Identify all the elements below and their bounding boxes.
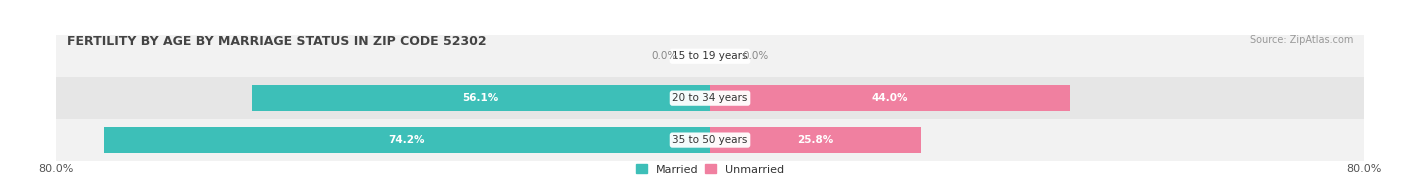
Text: 0.0%: 0.0% — [742, 51, 769, 61]
Legend: Married, Unmarried: Married, Unmarried — [636, 164, 785, 174]
Text: 25.8%: 25.8% — [797, 135, 834, 145]
Text: Source: ZipAtlas.com: Source: ZipAtlas.com — [1250, 35, 1354, 45]
Bar — [56, 77, 1364, 119]
Text: 56.1%: 56.1% — [463, 93, 499, 103]
Text: FERTILITY BY AGE BY MARRIAGE STATUS IN ZIP CODE 52302: FERTILITY BY AGE BY MARRIAGE STATUS IN Z… — [66, 35, 486, 48]
Bar — [252, 85, 710, 111]
Text: 35 to 50 years: 35 to 50 years — [672, 135, 748, 145]
Text: 74.2%: 74.2% — [388, 135, 425, 145]
Bar — [56, 119, 1364, 161]
Bar — [710, 127, 921, 153]
Bar — [710, 85, 1070, 111]
Text: 44.0%: 44.0% — [872, 93, 908, 103]
Text: 20 to 34 years: 20 to 34 years — [672, 93, 748, 103]
Text: 0.0%: 0.0% — [651, 51, 678, 61]
Bar — [104, 127, 710, 153]
Bar — [56, 35, 1364, 77]
Text: 15 to 19 years: 15 to 19 years — [672, 51, 748, 61]
